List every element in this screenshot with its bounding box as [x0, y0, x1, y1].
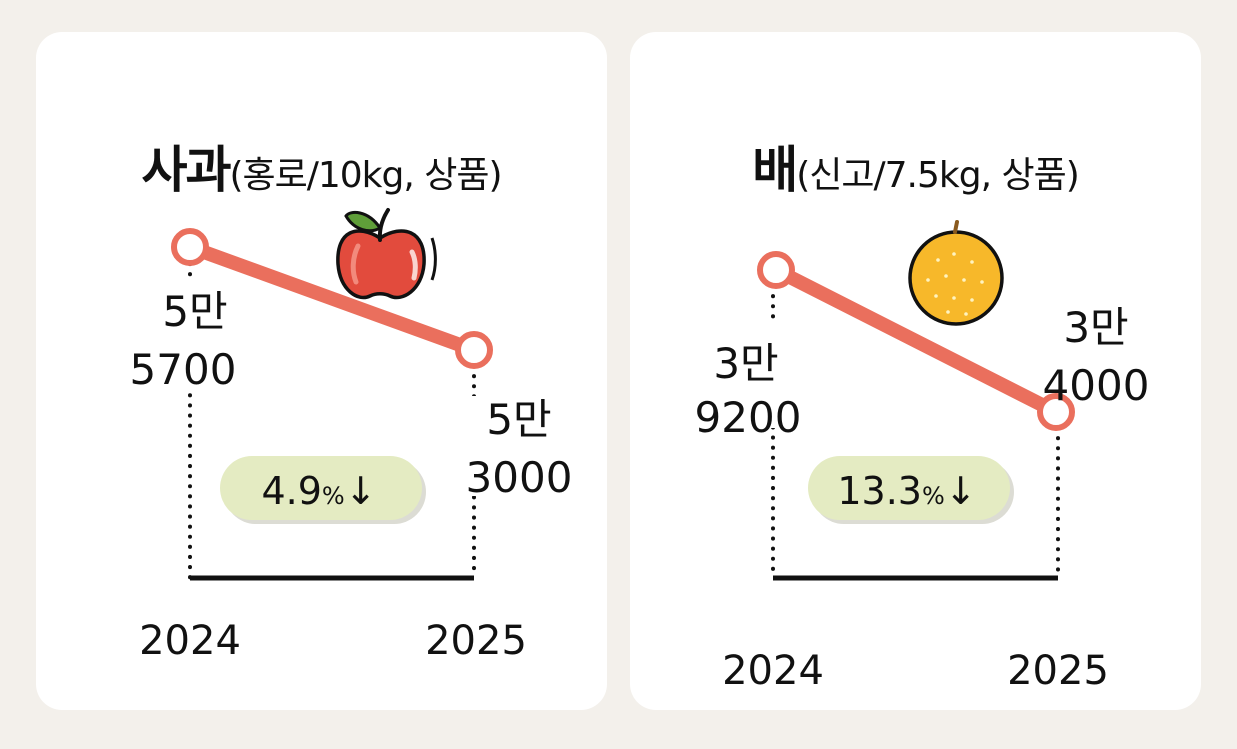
change-badge-text: 13.3%↓ — [837, 469, 976, 513]
x-tick-2024: 2024 — [722, 648, 824, 694]
chart-title: 사과(홍로/10kg, 상품) — [36, 130, 607, 202]
change-arrow-icon: ↓ — [945, 469, 977, 513]
change-arrow-icon: ↓ — [345, 469, 377, 513]
chart-svg-apple: 5만 5700 5만 3000 4.9%↓ 2024 2025 — [130, 208, 576, 664]
value-label-2025-line2: 3000 — [466, 453, 573, 502]
chart-card-apple: 사과(홍로/10kg, 상품) 5만 5700 5만 3000 4.9%↓ 20… — [36, 32, 607, 710]
pear-icon — [908, 220, 1004, 326]
change-unit: % — [322, 482, 345, 510]
value-label-2025-line2: 4000 — [1043, 361, 1150, 410]
change-value: 13.3 — [837, 469, 922, 513]
data-point-2025 — [455, 331, 493, 369]
chart-subtitle: (신고/7.5kg, 상품) — [796, 155, 1080, 196]
change-value: 4.9 — [261, 469, 321, 513]
data-point-2024 — [757, 251, 795, 289]
chart-card-pear: 배(신고/7.5kg, 상품) 3만 9200 3만 4000 — [630, 32, 1201, 710]
value-label-bg-2025 — [460, 396, 576, 496]
x-tick-2025: 2025 — [425, 618, 527, 664]
x-tick-2025: 2025 — [1007, 648, 1109, 694]
data-point-2024 — [171, 228, 209, 266]
change-badge — [220, 456, 422, 520]
value-label-bg-2024 — [182, 280, 248, 392]
chart-title-main: 배 — [752, 141, 798, 199]
chart-svg-pear: 3만 9200 3만 4000 13.3%↓ 2024 2025 — [690, 220, 1150, 694]
value-label-2024-line1: 5만 — [162, 287, 227, 336]
x-tick-2024: 2024 — [139, 618, 241, 664]
data-point-2025 — [1037, 393, 1075, 431]
apple-icon — [336, 208, 437, 300]
change-badge — [808, 456, 1010, 520]
value-label-bg-2024 — [690, 322, 810, 428]
chart-title: 배(신고/7.5kg, 상품) — [630, 130, 1201, 202]
value-label-2024-line2: 5700 — [130, 345, 237, 394]
series-line — [769, 263, 1063, 419]
chart-subtitle: (홍로/10kg, 상품) — [229, 155, 502, 196]
change-badge-text: 4.9%↓ — [261, 469, 376, 513]
change-unit: % — [922, 482, 945, 510]
value-label-2024-line2: 9200 — [695, 393, 802, 442]
series-line — [183, 240, 481, 357]
value-label-2025-line1: 3만 — [1063, 303, 1128, 352]
chart-title-main: 사과 — [141, 141, 231, 199]
value-label-2024-line1: 3만 — [713, 339, 778, 388]
value-label-2025-line1: 5만 — [486, 395, 551, 444]
